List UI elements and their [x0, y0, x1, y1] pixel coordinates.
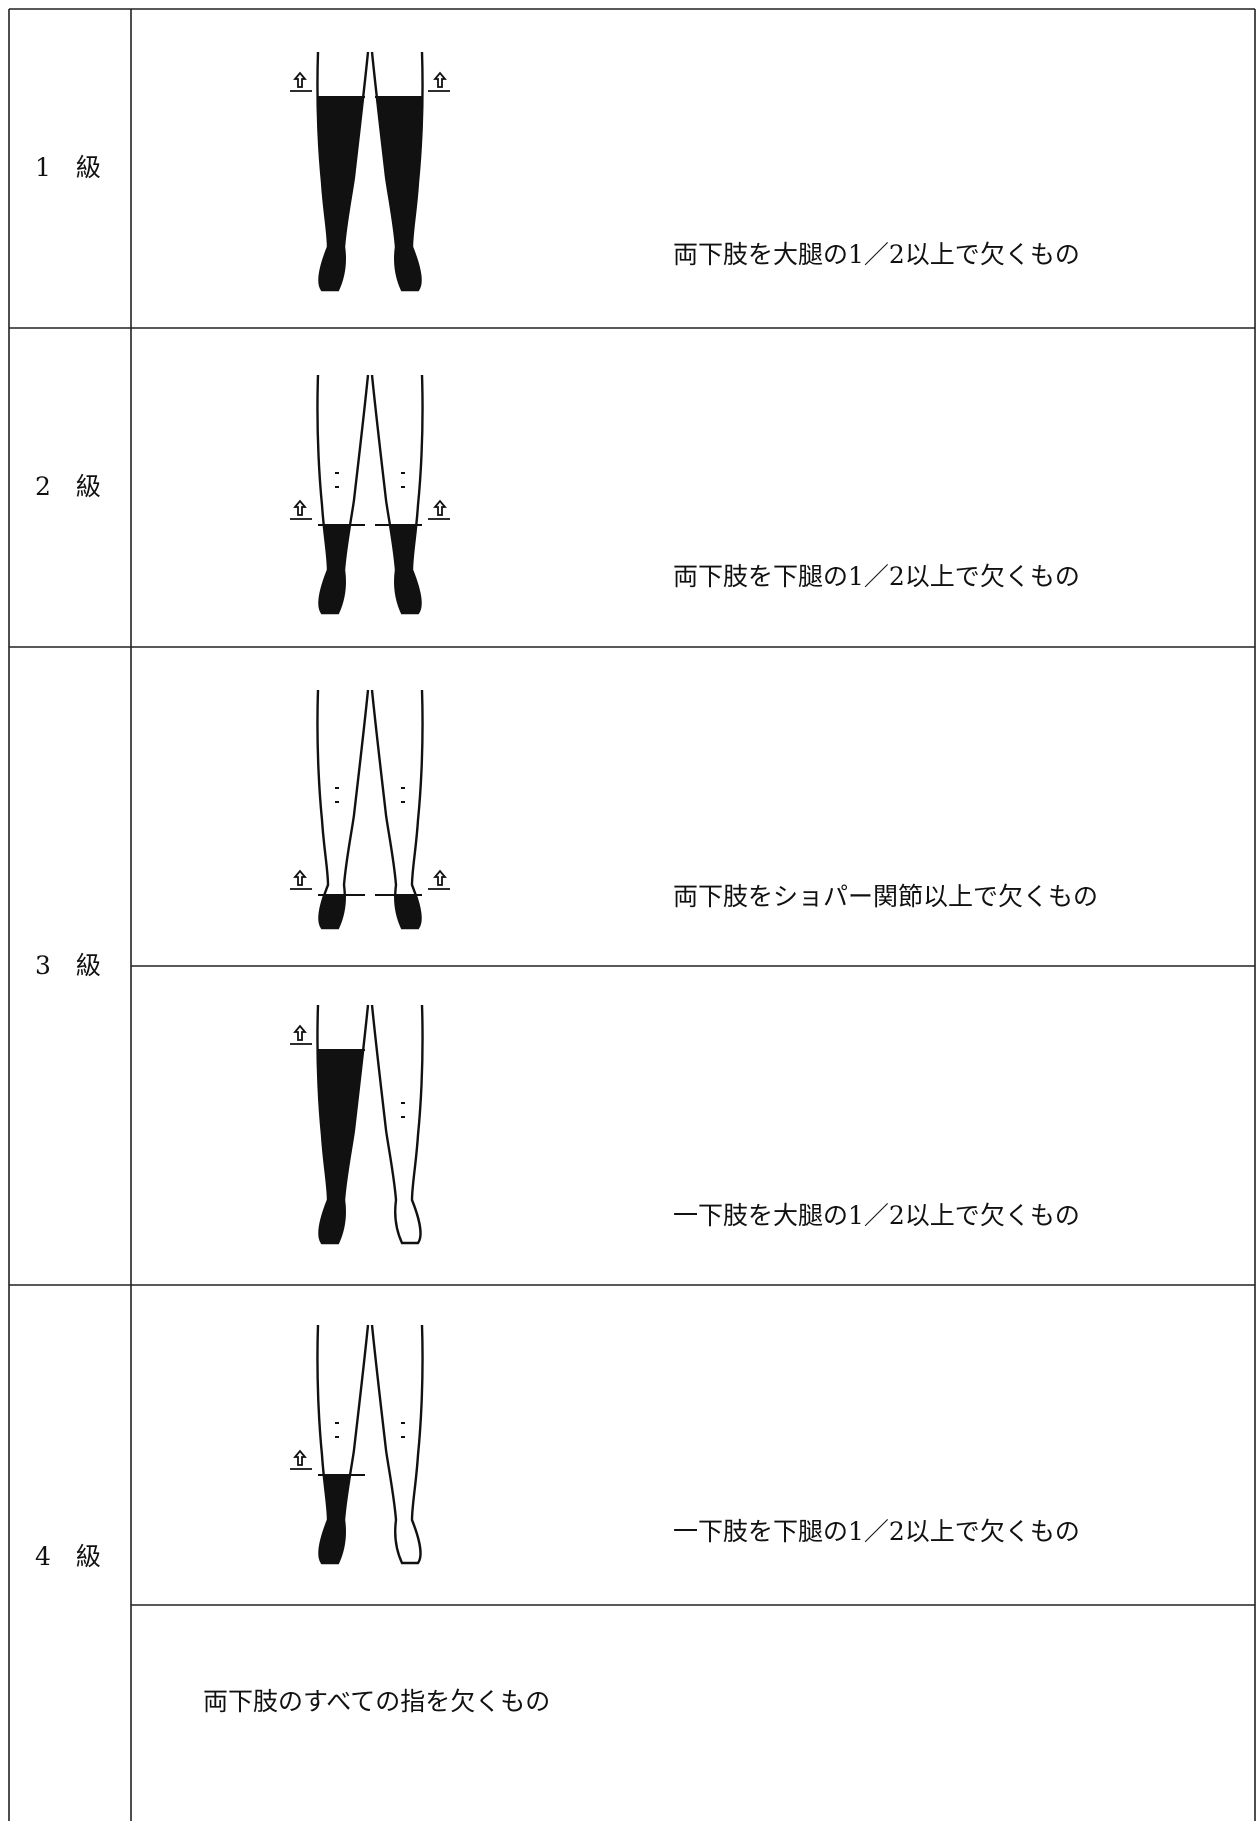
leg: [290, 50, 370, 292]
description: 両下肢を大腿の1／2以上で欠くもの: [673, 240, 1080, 269]
arrow: [290, 499, 312, 520]
leg: [370, 688, 450, 930]
arrow: [290, 869, 312, 890]
amputated-part: [317, 1050, 364, 1243]
leg: [290, 373, 370, 615]
leg: [290, 1003, 370, 1245]
leg-outline: [370, 688, 424, 930]
grade-label: 3 級: [35, 951, 101, 980]
leg-outline: [316, 688, 370, 930]
grade-label: 2 級: [35, 472, 101, 501]
arrow: [290, 1449, 312, 1470]
arrow: [428, 869, 450, 890]
amputated-part: [319, 525, 351, 613]
description: 両下肢のすべての指を欠くもの: [203, 1687, 551, 1716]
description: 両下肢をショパー関節以上で欠くもの: [673, 882, 1099, 911]
leg-outline: [370, 1003, 424, 1245]
amputated-part: [395, 895, 421, 928]
amputated-part: [319, 1475, 351, 1563]
leg: [290, 688, 370, 930]
arrow: [428, 71, 450, 92]
grade-label: 1 級: [35, 153, 101, 182]
arrow: [428, 499, 450, 520]
grade-label: 4 級: [35, 1542, 101, 1571]
arrow: [290, 71, 312, 92]
leg-illustration: [290, 50, 450, 292]
description: 両下肢を下腿の1／2以上で欠くもの: [673, 562, 1080, 591]
amputated-part: [317, 97, 364, 290]
leg-illustration: [290, 1003, 424, 1245]
amputated-part: [376, 97, 423, 290]
leg: [370, 1323, 424, 1565]
leg: [290, 1323, 370, 1565]
arrow: [290, 1024, 312, 1045]
leg: [370, 373, 450, 615]
leg-outline: [370, 1323, 424, 1565]
leg: [370, 1003, 424, 1245]
amputated-part: [389, 525, 421, 613]
description: 一下肢を下腿の1／2以上で欠くもの: [673, 1517, 1080, 1546]
leg-illustration: [290, 688, 450, 930]
leg: [370, 50, 450, 292]
amputated-part: [319, 895, 345, 928]
leg-illustration: [290, 1323, 424, 1565]
leg-illustration: [290, 373, 450, 615]
description: 一下肢を大腿の1／2以上で欠くもの: [673, 1201, 1080, 1230]
